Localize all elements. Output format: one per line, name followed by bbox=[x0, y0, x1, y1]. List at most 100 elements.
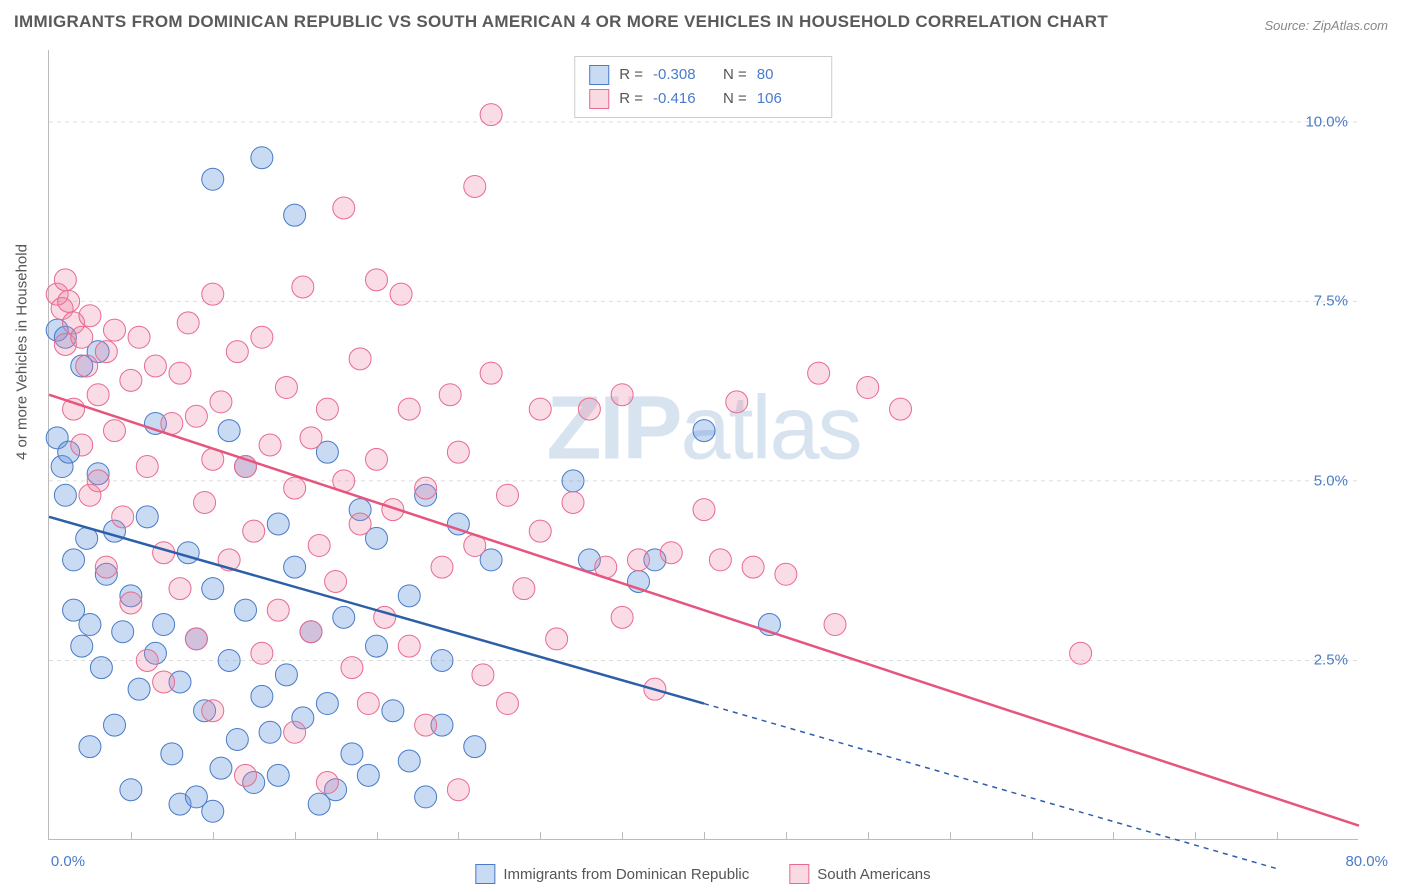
data-point bbox=[275, 377, 297, 399]
data-point bbox=[153, 671, 175, 693]
data-point bbox=[90, 657, 112, 679]
data-point bbox=[218, 649, 240, 671]
data-point bbox=[333, 606, 355, 628]
data-point bbox=[251, 326, 273, 348]
data-point bbox=[87, 384, 109, 406]
data-point bbox=[177, 312, 199, 334]
data-point bbox=[275, 664, 297, 686]
data-point bbox=[169, 362, 191, 384]
data-point bbox=[136, 456, 158, 478]
data-point bbox=[284, 204, 306, 226]
data-point bbox=[398, 585, 420, 607]
data-point bbox=[128, 678, 150, 700]
data-point bbox=[660, 542, 682, 564]
plot-area: ZIPatlas 2.5%5.0%7.5%10.0% bbox=[48, 50, 1358, 840]
data-point bbox=[267, 764, 289, 786]
data-point bbox=[497, 484, 519, 506]
data-point bbox=[71, 434, 93, 456]
data-point bbox=[611, 606, 633, 628]
x-max-label: 80.0% bbox=[1345, 853, 1388, 870]
data-point bbox=[120, 592, 142, 614]
data-point bbox=[251, 642, 273, 664]
data-point bbox=[185, 405, 207, 427]
data-point bbox=[226, 341, 248, 363]
chart-title: IMMIGRANTS FROM DOMINICAN REPUBLIC VS SO… bbox=[14, 12, 1108, 32]
x-tick bbox=[213, 832, 214, 840]
data-point bbox=[529, 398, 551, 420]
data-point bbox=[357, 693, 379, 715]
data-point bbox=[120, 369, 142, 391]
data-point bbox=[316, 693, 338, 715]
x-tick bbox=[131, 832, 132, 840]
data-point bbox=[71, 326, 93, 348]
data-point bbox=[76, 355, 98, 377]
data-point bbox=[267, 599, 289, 621]
x-tick bbox=[786, 832, 787, 840]
x-tick bbox=[377, 832, 378, 840]
data-point bbox=[284, 721, 306, 743]
data-point bbox=[218, 420, 240, 442]
data-point bbox=[202, 800, 224, 822]
data-point bbox=[447, 441, 469, 463]
data-point bbox=[104, 420, 126, 442]
data-point bbox=[79, 736, 101, 758]
data-point bbox=[104, 319, 126, 341]
data-point bbox=[341, 743, 363, 765]
data-point bbox=[235, 764, 257, 786]
data-point bbox=[259, 434, 281, 456]
data-point bbox=[112, 621, 134, 643]
data-point bbox=[578, 398, 600, 420]
data-point bbox=[398, 635, 420, 657]
data-point bbox=[63, 549, 85, 571]
data-point bbox=[366, 635, 388, 657]
y-tick-label: 10.0% bbox=[1305, 113, 1348, 130]
data-point bbox=[235, 599, 257, 621]
data-point bbox=[775, 563, 797, 585]
data-point bbox=[202, 168, 224, 190]
data-point bbox=[464, 736, 486, 758]
data-point bbox=[366, 269, 388, 291]
data-point bbox=[709, 549, 731, 571]
legend-label-pink: South Americans bbox=[817, 866, 930, 883]
pink-swatch-icon bbox=[789, 864, 809, 884]
data-point bbox=[54, 484, 76, 506]
data-point bbox=[415, 786, 437, 808]
y-tick-label: 7.5% bbox=[1314, 293, 1348, 310]
legend-label-blue: Immigrants from Dominican Republic bbox=[503, 866, 749, 883]
pink-swatch-icon bbox=[589, 89, 609, 109]
data-point bbox=[104, 714, 126, 736]
data-point bbox=[398, 750, 420, 772]
data-point bbox=[226, 728, 248, 750]
data-point bbox=[316, 772, 338, 794]
blue-swatch-icon bbox=[589, 65, 609, 85]
data-point bbox=[210, 757, 232, 779]
data-point bbox=[300, 427, 322, 449]
x-tick bbox=[1277, 832, 1278, 840]
data-point bbox=[472, 664, 494, 686]
x-tick bbox=[1195, 832, 1196, 840]
data-point bbox=[742, 556, 764, 578]
data-point bbox=[202, 283, 224, 305]
x-tick bbox=[295, 832, 296, 840]
x-tick bbox=[868, 832, 869, 840]
x-tick bbox=[622, 832, 623, 840]
data-point bbox=[161, 743, 183, 765]
source-attribution: Source: ZipAtlas.com bbox=[1264, 18, 1388, 33]
data-point bbox=[54, 269, 76, 291]
data-point bbox=[562, 491, 584, 513]
data-point bbox=[447, 779, 469, 801]
data-point bbox=[480, 362, 502, 384]
data-point bbox=[480, 104, 502, 126]
data-point bbox=[611, 384, 633, 406]
data-point bbox=[292, 276, 314, 298]
data-point bbox=[439, 384, 461, 406]
data-point bbox=[87, 470, 109, 492]
data-point bbox=[349, 348, 371, 370]
data-point bbox=[890, 398, 912, 420]
data-point bbox=[112, 506, 134, 528]
data-point bbox=[628, 549, 650, 571]
data-point bbox=[857, 377, 879, 399]
data-point bbox=[251, 685, 273, 707]
data-point bbox=[349, 513, 371, 535]
x-tick bbox=[1113, 832, 1114, 840]
